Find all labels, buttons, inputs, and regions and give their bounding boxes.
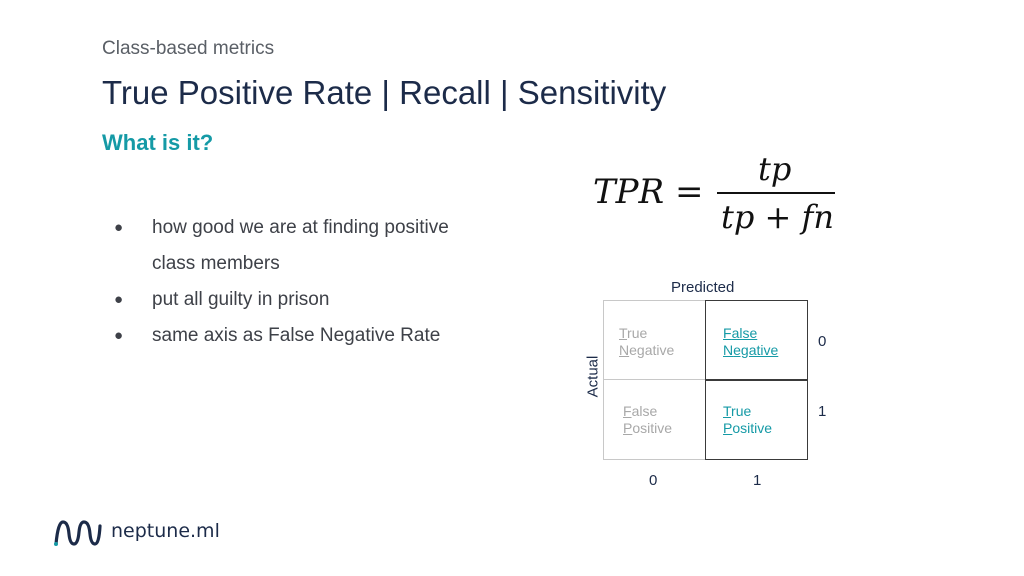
bullet-item: ● put all guilty in prison [114,282,494,318]
row-tick-0: 0 [818,333,827,350]
bullet-item: ● how good we are at finding positive cla… [114,210,494,282]
bullet-dot-icon: ● [114,291,124,308]
slide-title: True Positive Rate | Recall | Sensitivit… [102,74,667,111]
cell-false-negative: False Negative [723,325,779,358]
fraction-bar [717,192,835,194]
bullet-dot-icon: ● [114,219,124,236]
bullet-dot-icon: ● [114,327,124,344]
formula-denominator: tp + fn [721,198,834,236]
brand-logo-text: neptune.ml [111,520,220,542]
predicted-axis-label: Predicted [671,279,735,296]
actual-axis-label: Actual [584,355,602,398]
highlight-divider [705,379,808,381]
tpr-formula: TPR = tp tp + fn [593,150,843,240]
bullet-list: ● how good we are at finding positive cla… [114,210,494,354]
slide-subtitle: What is it? [102,130,214,155]
col-tick-1: 1 [753,472,762,489]
row-tick-1: 1 [818,403,827,420]
formula-lhs: TPR = [593,172,704,212]
slide-overline: Class-based metrics [102,38,275,59]
formula-numerator: tp [758,150,792,188]
cell-false-positive: False Positive [623,403,673,436]
bullet-item: ● same axis as False Negative Rate [114,318,494,354]
col-tick-0: 0 [649,472,658,489]
neptune-wave-icon [54,520,102,546]
cell-true-negative: True Negative [619,325,675,358]
cell-true-positive: True Positive [723,403,773,436]
